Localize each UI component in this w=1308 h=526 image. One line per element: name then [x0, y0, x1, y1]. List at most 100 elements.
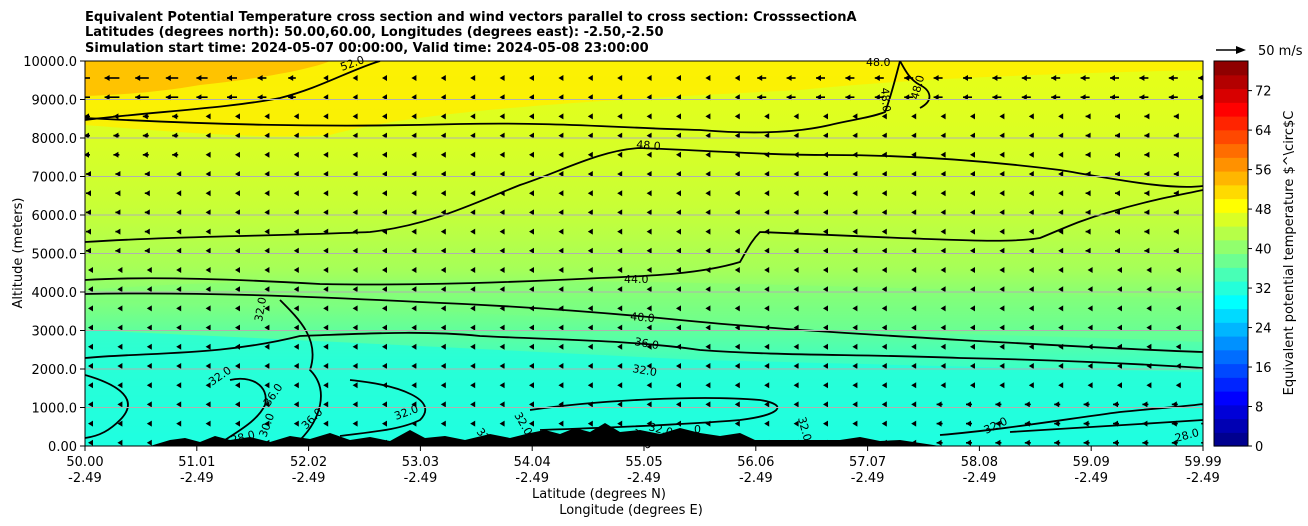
wind-vector-head: [146, 343, 152, 350]
wind-vector-head: [1024, 401, 1030, 408]
wind-vector-head: [205, 151, 211, 158]
colorbar-tick-label: 32: [1255, 282, 1272, 297]
colorbar-tick-label: 16: [1255, 361, 1272, 376]
wind-vector-head: [176, 343, 182, 350]
wind-vector-head: [587, 228, 593, 235]
wind-vector-head: [529, 151, 534, 158]
wind-vector-head: [676, 247, 681, 254]
wind-vector-head: [940, 190, 946, 197]
wind-vector-head: [999, 171, 1005, 177]
wind-vector-head: [1085, 190, 1091, 197]
contour-48-upper: [85, 61, 901, 134]
wind-vector-head: [970, 305, 975, 312]
wind-vector-head: [440, 94, 446, 101]
wind-vector-head: [1175, 286, 1181, 293]
wind-vector-head: [1115, 151, 1120, 158]
wind-vector-head: [881, 132, 887, 139]
wind-vector-head: [1028, 286, 1034, 293]
wind-vector-head: [1087, 267, 1093, 273]
wind-vector-head: [352, 401, 358, 408]
wind-vector-head: [529, 420, 534, 427]
wind-vector-head: [852, 132, 858, 139]
wind-vector-head: [1175, 343, 1181, 350]
wind-vector-head: [352, 267, 358, 273]
wind-vector-head: [617, 151, 623, 158]
contour-32-d: [529, 397, 779, 431]
wind-vector-head: [235, 420, 240, 427]
y-tick-label: 7000.0: [32, 171, 78, 186]
wind-vector-head: [705, 113, 711, 120]
wind-vector-head: [793, 151, 799, 158]
wind-vector-head: [874, 75, 880, 81]
wind-vector-head: [1175, 363, 1181, 369]
wind-vector-head: [852, 171, 858, 177]
wind-vector-head: [1203, 229, 1208, 235]
wind-vector-head: [881, 151, 887, 158]
colorbar-segment: [1214, 88, 1248, 103]
x-tick-label-lat: 55.05: [625, 455, 662, 470]
wind-vector-head: [734, 382, 740, 389]
wind-vector-head: [499, 382, 505, 389]
contour-36-b: [224, 377, 267, 441]
x-tick-label-lat: 52.02: [290, 455, 327, 470]
wind-vector-head: [676, 75, 681, 81]
wind-vector-head: [117, 267, 123, 273]
wind-vector-head: [970, 343, 975, 350]
wind-vector-head: [587, 209, 593, 216]
wind-vector-head: [823, 113, 828, 120]
wind-vector-head: [995, 420, 1001, 427]
wind-vector-head: [1028, 209, 1034, 216]
wind-vector-head: [440, 305, 446, 312]
wind-vector-head: [529, 382, 534, 389]
wind-vector-head: [852, 151, 858, 158]
wind-vector-head: [823, 305, 828, 312]
colorbar-segment: [1214, 391, 1248, 406]
wind-vector-head: [205, 363, 211, 369]
colorbar-segment: [1214, 116, 1248, 131]
wind-vector-head: [382, 247, 387, 254]
wind-vector-head: [852, 343, 858, 350]
wind-vector-head: [146, 382, 152, 389]
wind-vector-head: [440, 420, 446, 427]
wind-vector-head: [1087, 382, 1093, 389]
wind-vector-head: [382, 75, 387, 81]
wind-vector-head: [558, 401, 564, 408]
colorbar-segment: [1214, 418, 1248, 433]
wind-vector-head: [823, 363, 828, 369]
wind-vector-head: [1028, 267, 1034, 273]
wind-vector-head: [176, 228, 182, 235]
wind-vector-head: [646, 305, 652, 312]
wind-vector-head: [963, 94, 968, 101]
wind-vector-head: [257, 94, 263, 101]
wind-vector-head: [617, 343, 623, 350]
wind-vector-head: [411, 286, 417, 293]
colorbar-segment: [1214, 363, 1248, 378]
wind-vector-head: [1110, 94, 1115, 101]
wind-vector-head: [382, 401, 387, 408]
wind-vector-head: [734, 132, 740, 139]
x-tick-label-lon: -2.49: [1074, 471, 1108, 486]
wind-vector-head: [734, 75, 740, 81]
wind-vector-head: [205, 305, 211, 312]
field-warm-top: [85, 61, 1203, 137]
wind-vector-head: [823, 382, 828, 389]
wind-vector-head: [705, 286, 711, 293]
wind-vector-head: [293, 343, 299, 350]
wind-vector-head: [911, 382, 917, 389]
y-tick-label: 6000.0: [32, 209, 78, 224]
wind-vector-head: [852, 247, 858, 254]
x-tick-label-lon: -2.49: [68, 471, 102, 486]
wind-vector-head: [734, 247, 740, 254]
wind-vector-head: [146, 305, 152, 312]
quiver-key: 50 m/s: [1216, 44, 1303, 59]
wind-vector-head: [1203, 248, 1208, 254]
wind-vector-head: [1205, 363, 1210, 369]
wind-vector-head: [264, 439, 270, 446]
x-tick-label-lat: 51.01: [178, 455, 215, 470]
wind-vector-head: [1054, 439, 1060, 446]
wind-vector-head: [734, 363, 740, 369]
colorbar-segment: [1214, 226, 1248, 241]
wind-vector-head: [1144, 209, 1150, 216]
wind-vector-head: [764, 401, 770, 408]
wind-vector-head: [293, 305, 299, 312]
